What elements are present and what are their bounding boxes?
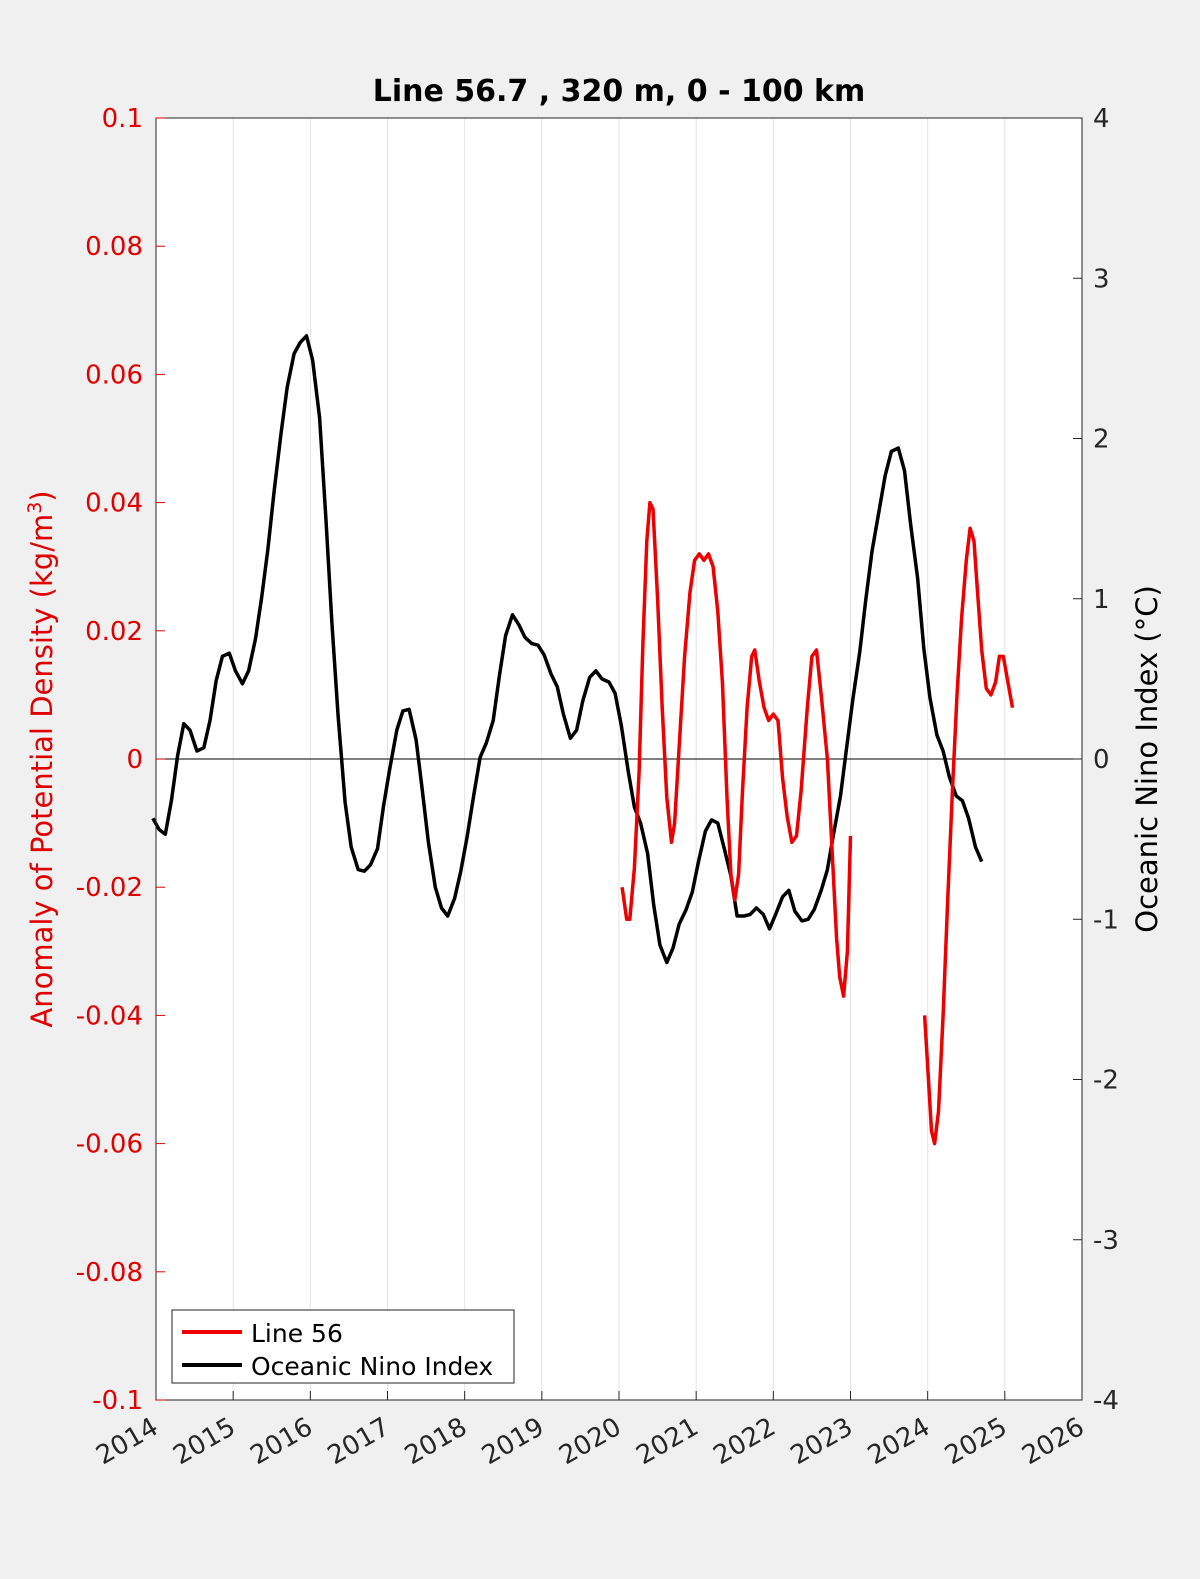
y-axis-left-label-sup: 3 [24,502,46,514]
y-left-tick-label-4: 0.02 [85,617,143,647]
y-left-tick-label-1: 0.08 [85,232,143,262]
y-right-tick-label-6: -2 [1093,1066,1119,1096]
y-left-tick-label-5: 0 [126,745,143,775]
y-axis-right-label: Oceanic Nino Index (°C) [1130,585,1164,933]
y-left-tick-label-10: -0.1 [92,1386,143,1416]
y-right-tick-label-4: 0 [1093,745,1110,775]
y-left-tick-label-9: -0.08 [76,1258,143,1288]
series-line-line56-segment-2 [922,526,1015,1146]
legend-label-line56: Line 56 [251,1319,343,1348]
y-right-tick-label-2: 2 [1093,425,1110,455]
y-axis-left-label-close: ) [25,490,59,501]
y-axis-left-label-text: Anomaly of Potential Density (kg/m [25,514,59,1028]
series-layer [151,334,1015,1146]
legend-box [171,1309,515,1384]
y-left-tick-label-8: -0.06 [76,1130,143,1160]
y-left-tick-label-7: -0.04 [76,1001,143,1031]
legend-label-oni: Oceanic Nino Index [251,1352,493,1381]
y-right-tick-label-8: -4 [1093,1386,1119,1416]
y-axis-left-label: Anomaly of Potential Density (kg/m3) [24,490,59,1027]
y-right-tick-label-1: 3 [1093,264,1110,294]
legend: Line 56 Oceanic Nino Index [171,1309,515,1384]
y-right-tick-label-7: -3 [1093,1226,1119,1256]
y-left-tick-label-0: 0.1 [102,104,143,134]
series-line-oceanic-nino-index [151,334,984,965]
y-left-tick-label-3: 0.04 [85,489,143,519]
series-line-line56-segment-1 [620,500,853,998]
y-right-tick-label-3: 1 [1093,585,1110,615]
chart-title: Line 56.7 , 320 m, 0 - 100 km [373,74,866,109]
y-left-tick-label-2: 0.06 [85,360,143,390]
y-left-tick-label-6: -0.02 [76,873,143,903]
y-right-tick-label-0: 4 [1093,104,1110,134]
y-right-tick-label-5: -1 [1093,905,1119,935]
